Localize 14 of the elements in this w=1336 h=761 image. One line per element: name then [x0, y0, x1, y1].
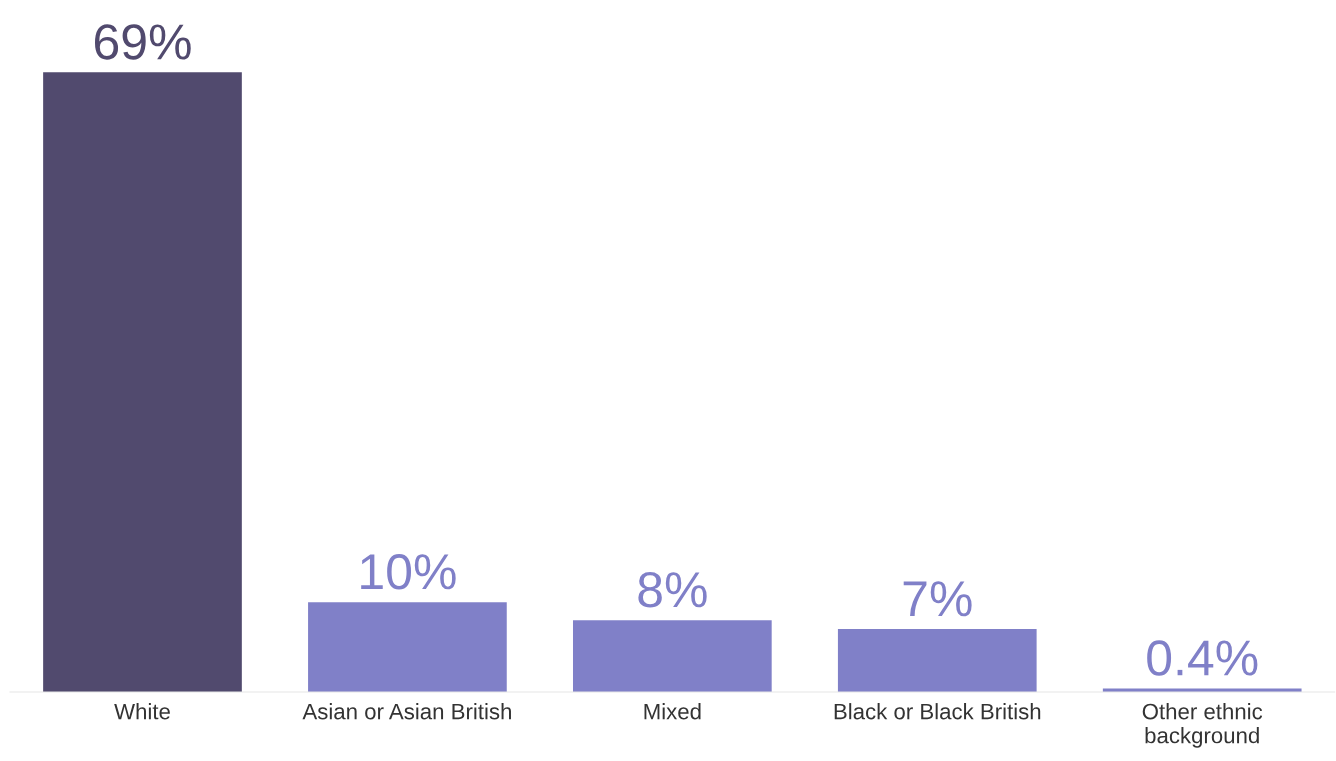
bar: [308, 602, 507, 692]
data-label: 69%: [94, 24, 191, 60]
bar: [837, 629, 1037, 692]
data-label: 8%: [638, 572, 707, 608]
x-tick-label: White: [114, 703, 170, 720]
data-label: 7%: [903, 581, 972, 617]
bar: [572, 620, 772, 692]
x-tick-label: Other ethnic background: [1142, 703, 1263, 748]
bar: [43, 72, 242, 692]
data-label: 0.4%: [1147, 640, 1258, 676]
x-tick-label: Black or Black British: [834, 703, 1041, 720]
x-tick-label: Asian or Asian British: [302, 703, 511, 720]
data-label: 10%: [361, 554, 456, 590]
x-tick-label: Mixed: [644, 703, 701, 720]
